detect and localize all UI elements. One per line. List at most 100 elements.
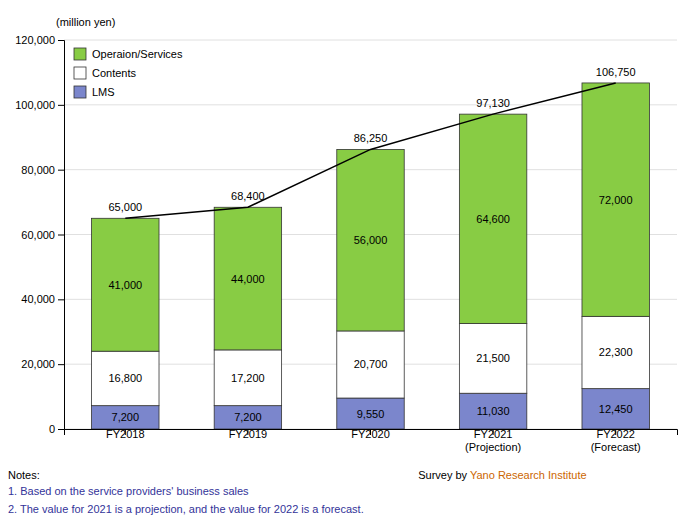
- y-tick: 100,000: [15, 99, 64, 111]
- bar-label: 7,200: [112, 411, 140, 423]
- bar: [337, 149, 404, 331]
- x-tick-label: FY2020: [351, 428, 390, 440]
- bar-label: 56,000: [354, 234, 388, 246]
- y-axis-line: [58, 41, 65, 430]
- legend-swatch: [74, 48, 86, 60]
- x-tick-label: FY2022(Forecast): [591, 428, 641, 453]
- y-axis: 0 20,000 40,000 60,000 80,000 100,000 120,000: [15, 34, 64, 435]
- legend-item: Contents: [74, 67, 137, 79]
- bar: [459, 114, 526, 323]
- source-part: Survey by: [418, 469, 470, 481]
- legend: Operaion/Services Contents LMS: [74, 48, 183, 98]
- y-tick: 20,000: [21, 358, 64, 370]
- y-tick-mark: [58, 40, 64, 41]
- bar: [582, 389, 649, 429]
- legend-label: LMS: [92, 86, 115, 98]
- bar-label: 64,600: [476, 213, 510, 225]
- x-tick-label-line: FY2022: [596, 428, 635, 440]
- legend-label: Operaion/Services: [92, 48, 183, 60]
- y-tick-mark: [58, 429, 64, 430]
- bar-label: 20,700: [354, 358, 388, 370]
- total-label: 97,130: [476, 97, 510, 109]
- total-label: 86,250: [354, 132, 388, 144]
- marks: [92, 83, 650, 429]
- y-tick-label: 120,000: [15, 34, 55, 46]
- x-tick-label-line: FY2020: [351, 428, 390, 440]
- bar-label: 11,030: [477, 405, 510, 417]
- bar: [582, 316, 649, 388]
- legend-swatch: [74, 86, 86, 98]
- grid-line: [64, 40, 677, 41]
- y-tick-label: 100,000: [15, 99, 55, 111]
- bar-label: 12,450: [599, 403, 633, 415]
- y-tick-label: 60,000: [21, 229, 55, 241]
- bar: [214, 406, 281, 429]
- bar: [92, 351, 159, 405]
- x-axis: FY2018FY2019FY2020FY2021(Projection)FY20…: [65, 428, 678, 453]
- y-tick: 60,000: [21, 229, 64, 241]
- bar: [582, 83, 649, 316]
- chart: 0 20,000 40,000 60,000 80,000 100,000 120,000 F…: [0, 0, 697, 529]
- y-tick-label: 80,000: [21, 164, 55, 176]
- bar-label: 17,200: [231, 372, 265, 384]
- x-tick-label-line: FY2019: [229, 428, 268, 440]
- total-label: 106,750: [596, 66, 636, 78]
- source: Survey by Yano Research Institute: [418, 469, 586, 481]
- y-tick: 0: [49, 423, 64, 435]
- bar: [337, 398, 404, 429]
- total-label: 68,400: [231, 190, 265, 202]
- bar-label: 72,000: [599, 194, 633, 206]
- x-tick: FY2020: [351, 428, 390, 440]
- y-tick-label: 0: [49, 423, 55, 435]
- x-tick: FY2022(Forecast): [591, 428, 641, 453]
- y-tick: 40,000: [21, 293, 64, 305]
- y-tick: 120,000: [15, 34, 64, 46]
- note: 2. The value for 2021 is a projection, a…: [8, 503, 364, 515]
- bar-label: 44,000: [231, 273, 265, 285]
- x-tick-label-line: FY2018: [106, 428, 145, 440]
- source-part: Yano Research Institute: [470, 469, 587, 481]
- y-tick-mark: [58, 299, 64, 300]
- bar: [337, 331, 404, 398]
- note: Notes:: [8, 469, 40, 481]
- note: 1. Based on the service providers' busin…: [8, 485, 249, 497]
- x-tick: FY2018: [106, 428, 145, 440]
- bar: [92, 406, 159, 429]
- bar: [214, 350, 281, 406]
- x-tick-label-line: FY2021: [474, 428, 513, 440]
- bar-label: 22,300: [599, 346, 633, 358]
- bar-label: 7,200: [234, 411, 262, 423]
- data-labels: 7,200 7,200 9,550 11,030 12,450 16,800 17,200 2…: [108, 66, 635, 423]
- total-label: 65,000: [108, 201, 142, 213]
- x-tick: FY2021(Projection): [465, 428, 521, 453]
- y-tick: 80,000: [21, 164, 64, 176]
- y-tick-mark: [58, 105, 64, 106]
- bar: [214, 207, 281, 350]
- bar-series: [92, 83, 650, 351]
- y-tick-mark: [58, 170, 64, 171]
- legend-label: Contents: [92, 67, 137, 79]
- legend-item: Operaion/Services: [74, 48, 183, 60]
- legend-swatch: [74, 67, 86, 79]
- y-axis-title: (million yen): [56, 16, 115, 28]
- bar-label: 41,000: [108, 279, 142, 291]
- x-tick-label-line: (Projection): [465, 441, 521, 453]
- x-tick-label: FY2021(Projection): [465, 428, 521, 453]
- y-tick-label: 20,000: [21, 358, 55, 370]
- annotations: Notes: 1. Based on the service providers'…: [8, 469, 587, 515]
- bar-label: 21,500: [476, 352, 510, 364]
- y-tick-mark: [58, 364, 64, 365]
- x-tick-label: FY2019: [229, 428, 268, 440]
- legend-item: LMS: [74, 86, 115, 98]
- x-tick: FY2019: [229, 428, 268, 440]
- y-tick-mark: [58, 235, 64, 236]
- bar-label: 9,550: [357, 408, 385, 420]
- bar: [459, 393, 526, 429]
- bar-label: 16,800: [108, 372, 142, 384]
- bar: [459, 324, 526, 394]
- x-tick-label-line: (Forecast): [591, 441, 641, 453]
- total-line: [125, 83, 615, 218]
- grid: [64, 40, 677, 429]
- x-tick-label: FY2018: [106, 428, 145, 440]
- y-tick-label: 40,000: [21, 293, 55, 305]
